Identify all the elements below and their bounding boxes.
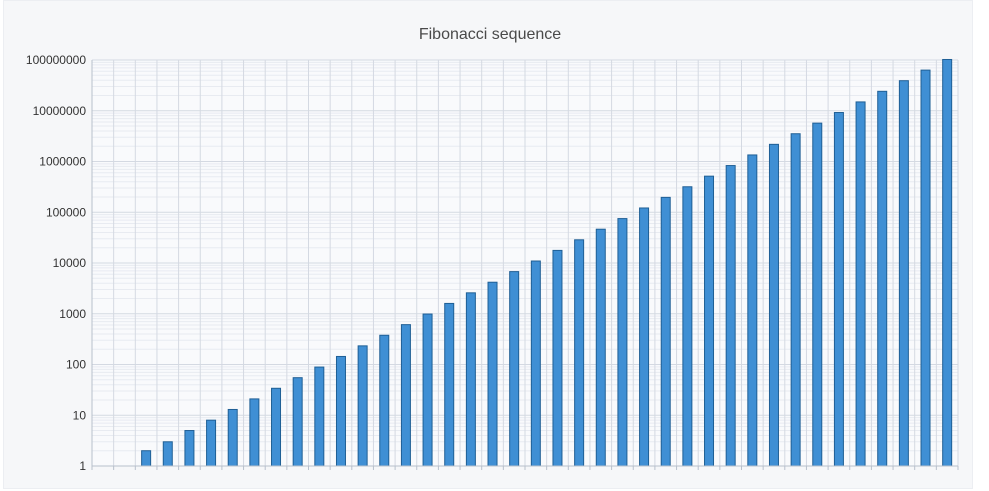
bar [314,366,325,467]
bar [444,302,455,467]
bar [400,324,411,467]
chart-title: Fibonacci sequence [419,26,561,43]
bar [898,80,909,467]
bar [833,112,844,467]
bar [141,450,152,467]
y-tick-label: 1000000 [39,155,86,169]
y-tick-label: 100000 [46,205,86,219]
axes [91,60,959,470]
bar [617,218,628,467]
bar [227,408,238,467]
bar [595,228,606,467]
bar [660,196,671,467]
bar [292,377,303,467]
bar [249,398,260,467]
chart-panel: 1 10 100 1000 10000 100000 1000000 10000000 1000… [3,0,973,489]
y-tick-label: 10000000 [33,104,87,118]
grid [91,59,959,467]
bar [422,313,433,467]
bar [682,186,693,467]
bar [552,249,563,467]
bar [855,101,866,467]
bar [184,430,195,467]
bar [574,239,585,467]
y-tick-label: 100000000 [26,53,86,67]
y-tick-label: 1 [79,459,86,473]
bar [920,69,931,467]
bar [725,165,736,467]
bar [509,271,520,467]
bar [271,387,282,467]
bar [206,419,217,467]
y-axis-labels: 1 10 100 1000 10000 100000 1000000 10000000 1000… [26,53,86,473]
bar [768,143,779,467]
bar [747,154,758,467]
bar [162,441,173,467]
bar [790,133,801,467]
bar [704,175,715,467]
bar [530,260,541,467]
bar [942,58,953,467]
bar [465,292,476,467]
bar [877,90,888,467]
y-tick-label: 100 [66,358,86,372]
bar [357,345,368,467]
chart-svg: 1 10 100 1000 10000 100000 1000000 10000000 1000… [26,26,959,473]
y-tick-label: 1000 [59,307,86,321]
bar [812,122,823,467]
y-tick-label: 10000 [53,256,87,270]
bar [639,207,650,467]
y-tick-label: 10 [73,408,87,422]
bar [379,334,390,467]
bar [335,355,346,467]
bar [487,281,498,467]
